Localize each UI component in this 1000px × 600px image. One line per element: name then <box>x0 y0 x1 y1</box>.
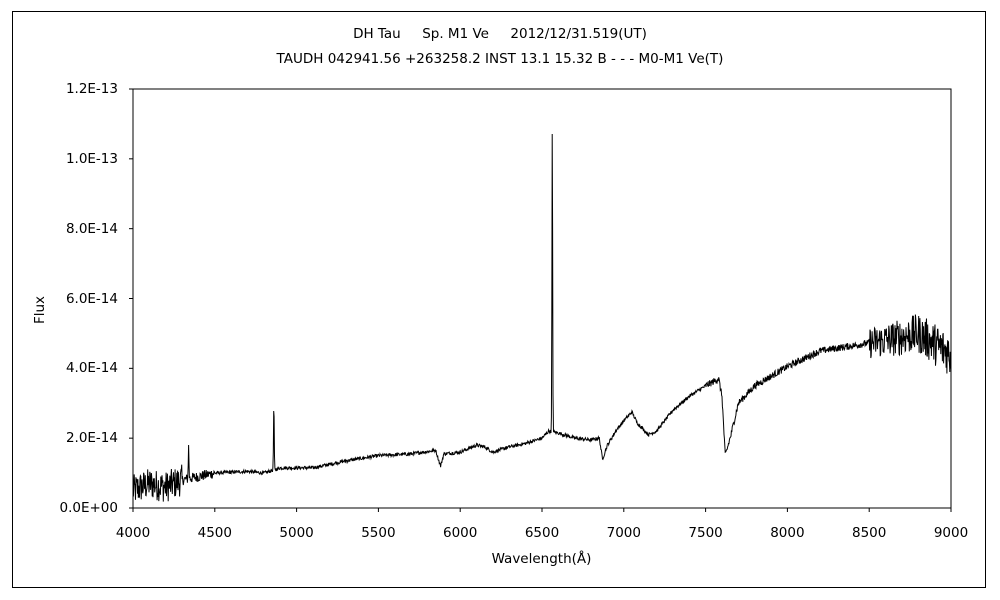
y-tick-label: 1.2E-13 <box>65 81 118 97</box>
chart-frame <box>12 11 986 588</box>
y-tick-label: 0.0E+00 <box>59 500 119 516</box>
y-tick-label: 2.0E-14 <box>65 430 118 447</box>
x-tick-label: 8500 <box>852 525 887 541</box>
y-axis-title: Flux <box>32 295 48 325</box>
plot-area-border <box>132 88 952 509</box>
x-tick-label: 7000 <box>606 525 641 541</box>
x-tick-label: 4500 <box>197 525 232 541</box>
x-axis-title: Wavelength(Å) <box>491 551 592 567</box>
y-tick-label: 1.0E-13 <box>65 150 118 167</box>
x-tick-label: 8000 <box>770 525 805 541</box>
axis-ticks <box>129 88 952 512</box>
y-tick-label: 4.0E-14 <box>65 360 118 377</box>
chart-subtitle: TAUDH 042941.56 +263258.2 INST 13.1 15.3… <box>276 51 724 67</box>
spectrum-line <box>132 133 952 502</box>
x-tick-label: 5500 <box>361 525 396 541</box>
x-tick-label: 9000 <box>933 525 969 541</box>
chart-title: DH Tau Sp. M1 Ve 2012/12/31.519(UT) <box>353 26 647 42</box>
y-tick-label: 6.0E-14 <box>65 290 118 307</box>
y-tick-label: 8.0E-14 <box>65 220 118 237</box>
x-tick-label: 7500 <box>688 525 723 541</box>
x-tick-label: 6000 <box>443 525 478 541</box>
x-tick-label: 4000 <box>115 525 151 541</box>
x-tick-label: 5000 <box>279 525 314 541</box>
x-tick-label: 6500 <box>524 525 560 541</box>
